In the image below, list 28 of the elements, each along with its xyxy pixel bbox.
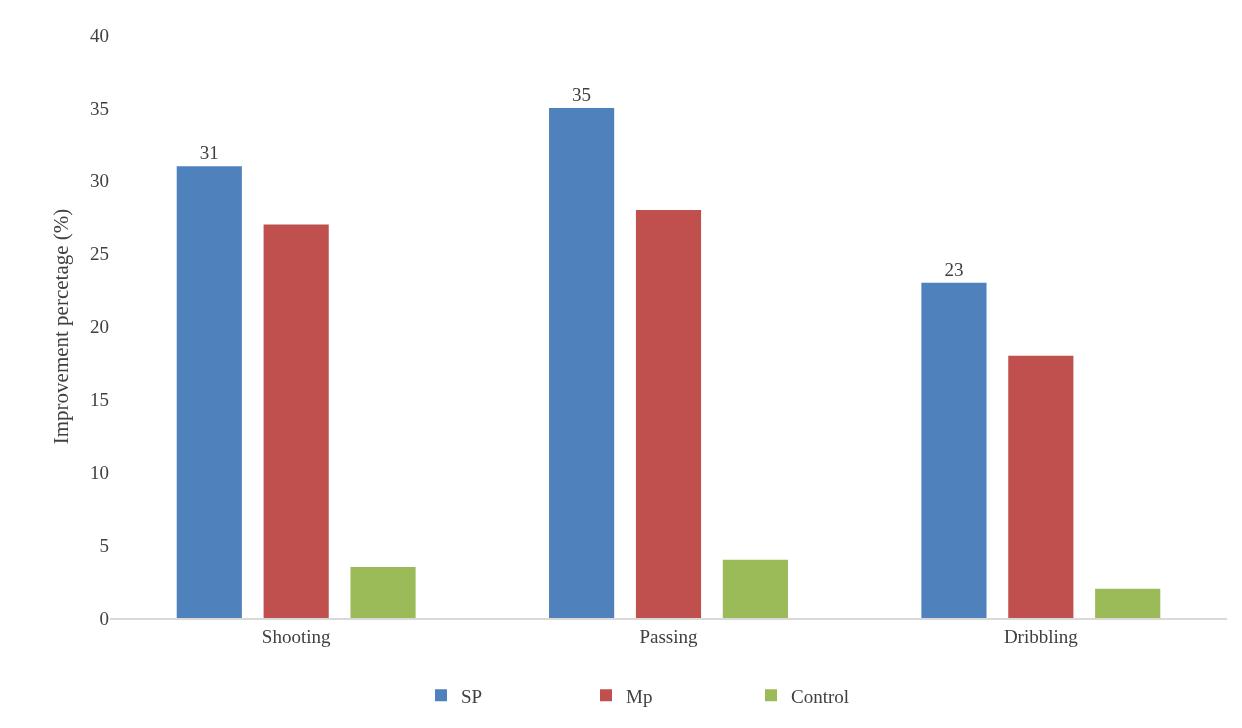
legend-label: Mp	[626, 685, 653, 707]
data-label: 35	[572, 83, 592, 105]
bar	[1008, 355, 1074, 618]
bar	[921, 282, 987, 618]
y-tick-label: 10	[90, 461, 109, 483]
bar	[722, 559, 788, 618]
bar	[176, 166, 242, 618]
legend-label: SP	[461, 685, 483, 707]
y-tick-label: 0	[99, 607, 109, 629]
bar	[635, 209, 702, 618]
data-label: 23	[944, 258, 964, 280]
y-tick-label: 20	[90, 316, 109, 338]
x-tick-label: Passing	[639, 625, 699, 647]
data-label: 31	[199, 142, 219, 164]
y-tick-label: 25	[90, 243, 109, 265]
y-axis-title: Improvement percetage (%)	[49, 208, 74, 445]
y-tick-label: 15	[90, 389, 109, 411]
bar	[263, 224, 329, 618]
bar	[549, 107, 615, 618]
legend-label: Control	[791, 685, 850, 707]
x-tick-label: Shooting	[261, 625, 331, 647]
y-tick-label: 5	[99, 534, 109, 556]
bar	[350, 566, 416, 618]
y-tick-label: 40	[90, 24, 109, 46]
x-tick-label: Dribbling	[1003, 625, 1079, 647]
y-tick-label: 30	[90, 170, 109, 192]
y-tick-label: 35	[90, 97, 109, 119]
bar	[1095, 588, 1161, 618]
